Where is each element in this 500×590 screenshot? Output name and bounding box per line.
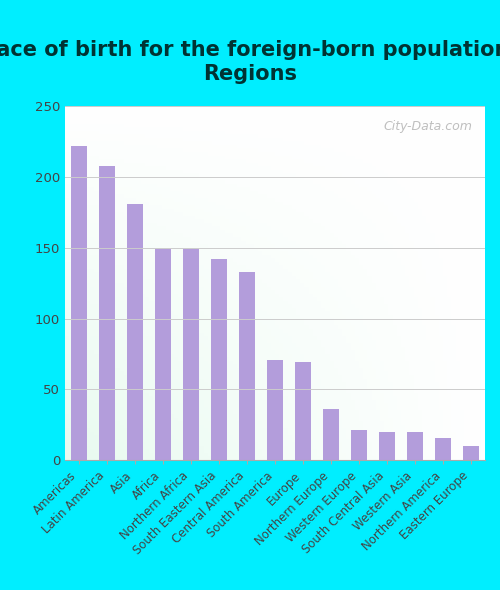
Bar <box>98 166 116 460</box>
Bar <box>70 146 88 460</box>
Bar <box>434 438 452 460</box>
Bar <box>266 360 283 460</box>
Bar <box>210 259 228 460</box>
Bar <box>406 432 424 460</box>
Bar <box>238 272 256 460</box>
Bar <box>154 249 172 460</box>
Bar <box>462 446 479 460</box>
Bar <box>322 409 340 460</box>
Text: City-Data.com: City-Data.com <box>384 120 472 133</box>
Bar <box>378 432 396 460</box>
Bar <box>294 362 312 460</box>
Text: Place of birth for the foreign-born population -
Regions: Place of birth for the foreign-born popu… <box>0 40 500 84</box>
Bar <box>182 249 200 460</box>
Bar <box>126 204 144 460</box>
Bar <box>350 431 368 460</box>
